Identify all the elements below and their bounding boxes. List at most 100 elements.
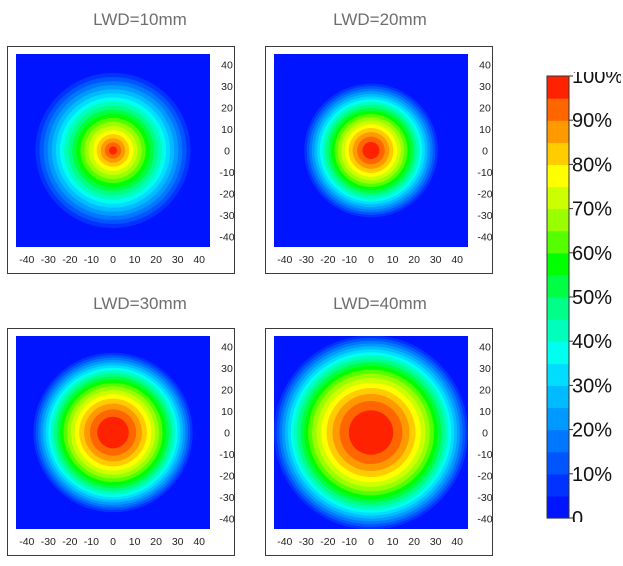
colorbar-segment [547,495,569,519]
x-tick-label: -30 [299,254,314,266]
x-tick-label: 10 [387,536,399,548]
x-tick-label: -20 [320,536,335,548]
y-tick-label: 40 [479,342,491,354]
y-tick-label: -30 [477,210,492,222]
colorbar-tick-label: 60% [572,243,612,265]
x-tick-label: -20 [62,536,77,548]
y-tick-label: 40 [221,60,233,72]
heatmap-panel-4: -40 -30 -20 -10 0 10 20 30 40 40 30 20 10 0 -10 -20 -30-… [265,328,493,556]
panel-title-1: LWD=10mm [93,10,187,29]
y-tick-label: -20 [219,470,234,482]
colorbar-segment [547,451,569,475]
x-tick-label: 30 [172,536,184,548]
colorbar-segment [547,407,569,431]
y-tick-label: 10 [479,124,491,136]
panel-title-2: LWD=20mm [333,10,427,29]
x-tick-label: -30 [41,536,56,548]
colorbar-segment [547,230,569,254]
x-tick-label: -30 [299,536,314,548]
x-tick-label: 30 [430,536,442,548]
colorbar-tick-label: 40% [572,331,612,353]
colorbar-segment [547,341,569,364]
y-tick-label: 0 [224,428,230,440]
colorbar-segment [547,164,569,188]
heatmap-panel-3: -40 -30 -20 -10 0 10 20 30 40 40 30 20 10 0 -10 -20 -30-… [7,328,235,556]
colorbar-segment [547,208,569,232]
x-tick-label: -20 [320,254,335,266]
colorbar-tick-label: 70% [572,199,612,221]
y-tick-label: 20 [221,103,233,115]
x-tick-label: 40 [451,536,463,548]
y-tick-label: -30 [219,210,234,222]
heatmap-svg-3: -40 -30 -20 -10 0 10 20 30 40403020100-10-20-30-… [16,336,235,548]
y-tick-label: -30 [219,492,234,504]
colorbar-tick-label: 100% [572,72,621,88]
y-tick-label: -20 [477,470,492,482]
y-tick-label: 20 [479,385,491,397]
colorbar-segment [547,319,569,342]
x-tick-label: 40 [451,254,463,266]
y-tick-label: 30 [221,363,233,375]
colorbar-segment [547,98,569,121]
y-tick-label: -10 [219,449,234,461]
contour-band [362,141,380,160]
contour-band [97,416,129,449]
colorbar-segment [547,429,569,453]
x-tick-label: -20 [62,254,77,266]
y-tick-label: 30 [221,81,233,93]
y-tick-label: -10 [477,449,492,461]
y-tick-label: 30 [479,81,491,93]
x-tick-label: 0 [368,536,374,548]
x-tick-label: -40 [19,254,34,266]
x-tick-label: 10 [387,254,399,266]
y-tick-label: 0 [224,146,230,158]
contour-band [348,410,394,455]
heatmap-svg-2: -40 -30 -20 -10 0 10 20 30 40403020100-10-20-30-… [274,54,493,266]
y-tick-label: -20 [477,188,492,200]
colorbar-segment [547,252,569,276]
y-tick-label: -40 [477,513,492,525]
y-tick-label: 40 [479,60,491,72]
x-tick-label: -40 [19,536,34,548]
x-tick-label: 20 [408,254,420,266]
x-tick-label: 20 [408,536,420,548]
contour-band [108,146,118,155]
x-tick-label: 40 [193,536,205,548]
y-tick-label: -10 [219,167,234,179]
x-tick-label: 10 [129,536,141,548]
x-tick-label: -30 [41,254,56,266]
y-tick-label: -40 [219,513,234,525]
colorbar-tick-label: 90% [572,110,612,132]
panel-title-3: LWD=30mm [93,294,187,313]
y-tick-label: 0 [482,146,488,158]
colorbar-tick-label: 80% [572,154,612,176]
x-tick-label: 0 [110,254,116,266]
x-tick-label: 30 [430,254,442,266]
x-tick-label: 10 [129,254,141,266]
colorbar-segment [547,120,569,143]
x-tick-label: -10 [342,536,357,548]
y-tick-label: 10 [479,406,491,418]
x-tick-label: 40 [193,254,205,266]
x-tick-label: 20 [150,536,162,548]
panel-title-4: LWD=40mm [333,294,427,313]
y-tick-label: -10 [477,167,492,179]
colorbar-segment [547,76,569,99]
x-tick-label: 30 [172,254,184,266]
y-tick-label: 10 [221,124,233,136]
y-tick-label: 20 [221,385,233,397]
colorbar-segment [547,142,569,165]
y-tick-label: -30 [477,492,492,504]
colorbar-tick-label: 20% [572,420,612,442]
y-tick-label: 10 [221,406,233,418]
colorbar-segment [547,274,569,298]
y-tick-label: -20 [219,188,234,200]
y-tick-label: -40 [219,231,234,243]
x-tick-label: -10 [342,254,357,266]
colorbar-tick-label: 30% [572,375,612,397]
x-tick-label: -10 [84,254,99,266]
y-tick-label: 20 [479,103,491,115]
heatmap-svg-4: -40 -30 -20 -10 0 10 20 30 40403020100-10-20-30-… [274,336,493,548]
y-tick-label: 30 [479,363,491,375]
